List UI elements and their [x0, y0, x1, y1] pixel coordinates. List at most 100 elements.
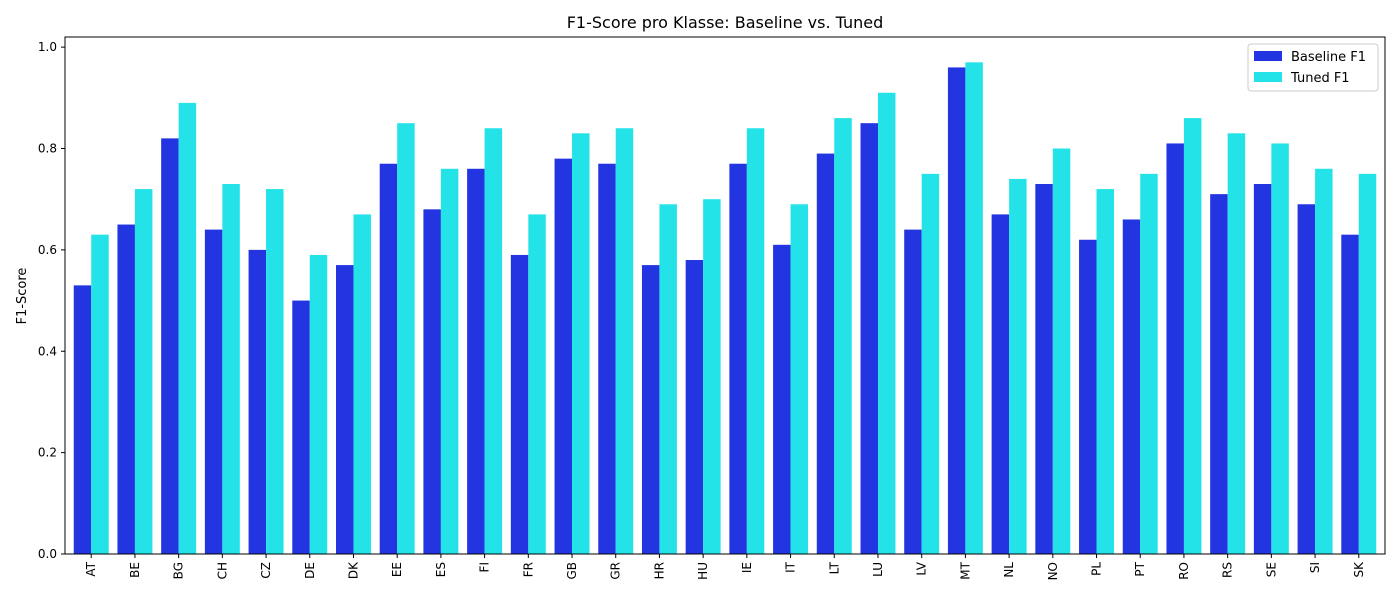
- bar-baseline-ee: [379, 163, 398, 554]
- bar-tuned-fr: [528, 214, 546, 554]
- x-tick-label-bg: BG: [172, 562, 186, 579]
- x-tick-label-se: SE: [1264, 562, 1278, 577]
- bar-tuned-lu: [877, 92, 896, 554]
- bar-tuned-hr: [659, 204, 677, 554]
- x-tick-label-lu: LU: [871, 562, 885, 577]
- legend-swatch-tuned: [1254, 72, 1282, 82]
- bars-group: [73, 62, 1377, 555]
- bar-baseline-gb: [554, 158, 573, 554]
- x-tick-label-ee: EE: [390, 562, 404, 577]
- x-tick-label-lv: LV: [915, 561, 929, 575]
- bar-baseline-pt: [1122, 219, 1141, 554]
- bar-tuned-gb: [572, 133, 590, 555]
- bar-tuned-nl: [1009, 178, 1027, 555]
- x-tick-label-gr: GR: [609, 562, 623, 580]
- bar-baseline-lu: [860, 123, 878, 555]
- y-tick-label: 0.4: [38, 344, 57, 358]
- y-tick-label: 0.6: [38, 243, 57, 257]
- bar-baseline-nl: [991, 214, 1010, 554]
- y-tick-label: 0.8: [38, 142, 57, 156]
- bar-baseline-it: [773, 244, 791, 554]
- chart-title: F1-Score pro Klasse: Baseline vs. Tuned: [567, 13, 884, 32]
- bar-baseline-lt: [816, 153, 835, 554]
- bar-tuned-fi: [484, 128, 503, 555]
- bar-baseline-gr: [598, 163, 616, 554]
- x-tick-label-ro: RO: [1177, 562, 1191, 580]
- bar-baseline-fi: [467, 168, 485, 554]
- y-axis-label: F1-Score: [15, 268, 30, 325]
- bar-baseline-si: [1297, 204, 1316, 554]
- x-tick-label-mt: MT: [958, 561, 972, 579]
- bar-baseline-ro: [1166, 143, 1184, 554]
- x-tick-label-de: DE: [303, 562, 317, 579]
- x-tick-label-ch: CH: [215, 562, 229, 579]
- bar-baseline-ch: [204, 229, 223, 555]
- bar-baseline-fr: [510, 254, 529, 554]
- legend: Baseline F1 Tuned F1: [1247, 43, 1379, 92]
- bar-baseline-pl: [1079, 239, 1097, 554]
- bar-tuned-pt: [1140, 173, 1158, 554]
- x-tick-label-es: ES: [434, 562, 448, 577]
- y-tick-label: 0.2: [38, 446, 57, 460]
- bar-baseline-hu: [685, 260, 704, 554]
- bar-tuned-pl: [1096, 189, 1114, 554]
- bar-tuned-ee: [397, 123, 415, 555]
- x-axis: AT BE BG CH CZ DE DK EE ES FI FR GB GR HR HU IE IT LT LU LV…: [84, 554, 1366, 580]
- bar-tuned-rs: [1227, 133, 1246, 555]
- legend-swatch-baseline: [1254, 51, 1282, 61]
- bar-tuned-lt: [834, 118, 852, 554]
- bar-baseline-de: [292, 300, 310, 554]
- x-tick-label-fr: FR: [521, 562, 535, 577]
- bar-tuned-ch: [222, 183, 240, 555]
- bar-baseline-se: [1253, 183, 1272, 555]
- x-tick-label-gb: GB: [565, 562, 579, 580]
- y-axis: 0.0 0.2 0.4 0.6 0.8 1.0: [38, 40, 65, 561]
- bar-tuned-cz: [266, 189, 284, 554]
- bar-tuned-mt: [965, 62, 983, 555]
- bar-baseline-dk: [335, 265, 354, 554]
- x-tick-label-pt: PT: [1133, 561, 1147, 576]
- x-tick-label-hu: HU: [696, 562, 710, 580]
- bar-tuned-si: [1315, 168, 1333, 554]
- x-tick-label-ie: IE: [740, 562, 754, 573]
- bar-tuned-lv: [921, 173, 940, 554]
- bar-baseline-be: [117, 224, 135, 555]
- bar-tuned-bg: [178, 102, 197, 554]
- x-tick-label-cz: CZ: [259, 562, 273, 579]
- x-tick-label-lt: LT: [827, 561, 841, 574]
- bar-tuned-es: [440, 168, 459, 554]
- x-tick-label-nl: NL: [1002, 562, 1016, 578]
- plot-frame: [64, 36, 1386, 555]
- bar-tuned-gr: [615, 128, 634, 555]
- x-tick-label-sk: SK: [1352, 561, 1366, 578]
- bar-tuned-no: [1052, 148, 1071, 554]
- bar-tuned-se: [1271, 143, 1289, 554]
- bar-baseline-hr: [641, 265, 660, 554]
- bar-baseline-at: [73, 285, 92, 554]
- bar-tuned-sk: [1358, 173, 1377, 554]
- x-tick-label-rs: RS: [1221, 562, 1235, 578]
- bar-baseline-mt: [947, 67, 966, 554]
- x-tick-label-dk: DK: [346, 561, 360, 579]
- bar-baseline-sk: [1341, 234, 1359, 554]
- y-tick-label: 0.0: [38, 547, 57, 561]
- bar-tuned-hu: [703, 199, 721, 554]
- y-tick-label: 1.0: [38, 40, 57, 54]
- bar-tuned-it: [790, 204, 809, 554]
- bar-baseline-es: [423, 209, 441, 554]
- x-tick-label-at: AT: [84, 561, 98, 576]
- bar-baseline-ie: [729, 163, 747, 554]
- bar-baseline-lv: [904, 229, 922, 555]
- bar-tuned-ro: [1183, 118, 1202, 554]
- x-tick-label-si: SI: [1308, 562, 1322, 573]
- x-tick-label-be: BE: [128, 562, 142, 578]
- bar-tuned-at: [91, 234, 109, 554]
- bar-tuned-ie: [746, 128, 765, 555]
- bar-baseline-bg: [161, 138, 179, 554]
- x-tick-label-no: NO: [1046, 562, 1060, 580]
- bar-baseline-rs: [1210, 194, 1228, 554]
- x-tick-label-fi: FI: [478, 562, 492, 572]
- bar-tuned-dk: [353, 214, 371, 554]
- x-tick-label-it: IT: [784, 561, 798, 573]
